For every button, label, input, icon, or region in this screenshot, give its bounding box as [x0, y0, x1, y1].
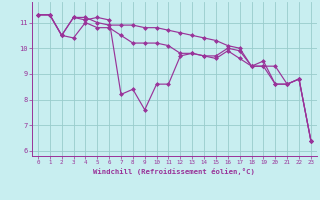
X-axis label: Windchill (Refroidissement éolien,°C): Windchill (Refroidissement éolien,°C) — [93, 168, 255, 175]
